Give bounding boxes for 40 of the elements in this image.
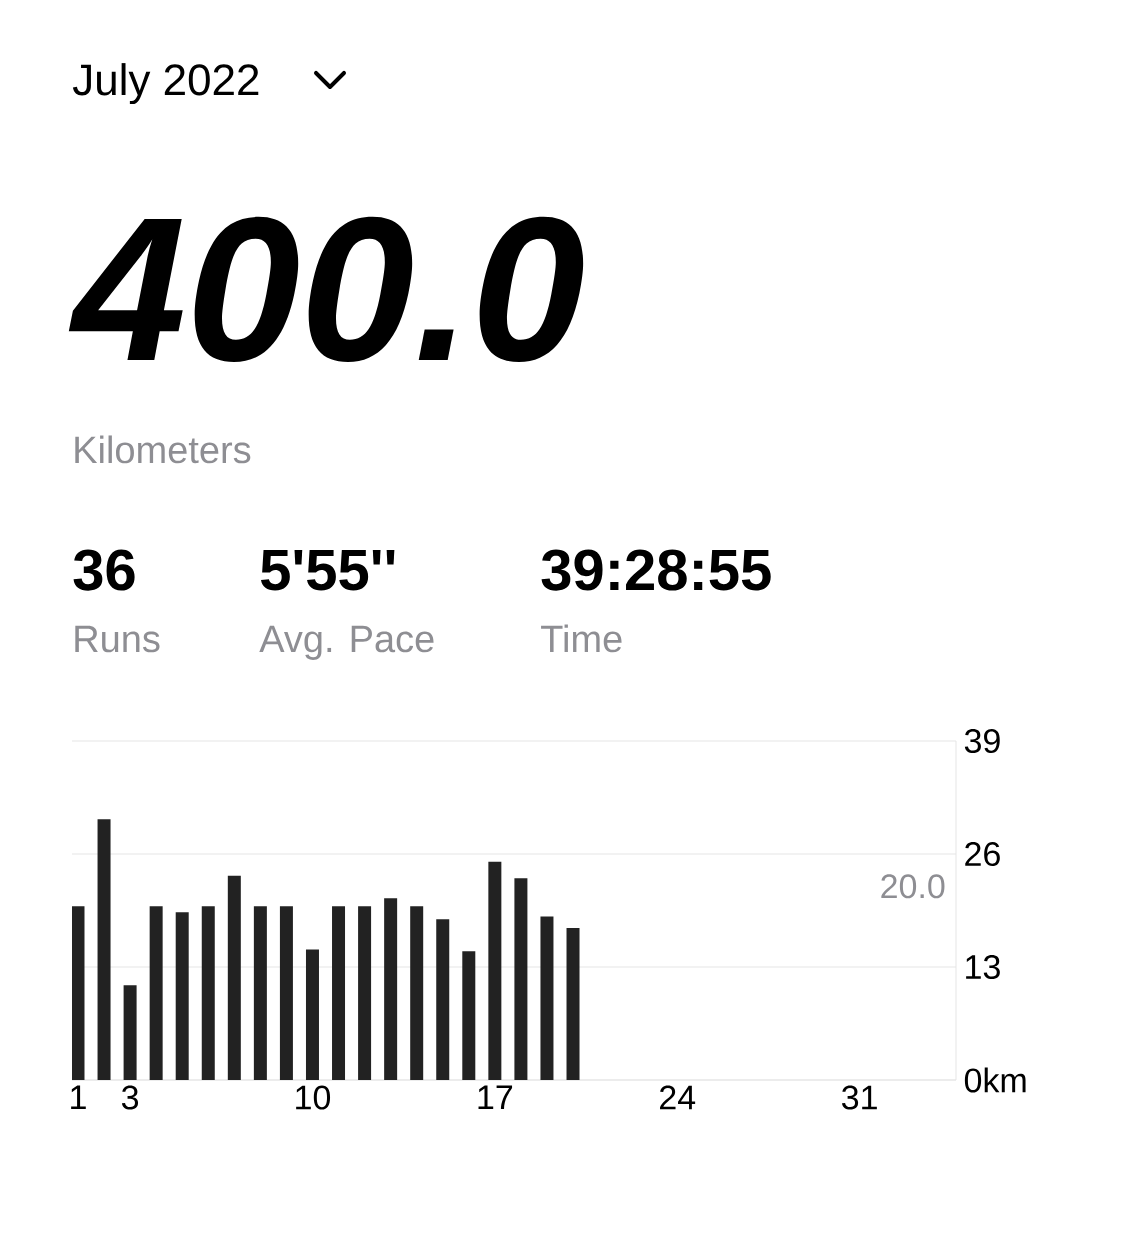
bar <box>566 927 580 1080</box>
x-tick-label: 1 <box>71 1085 86 1109</box>
x-tick-label: 31 <box>842 1085 877 1110</box>
bar <box>97 819 111 1080</box>
y-tick-label: 0km <box>964 1067 1026 1093</box>
bar <box>123 985 137 1080</box>
bar <box>358 906 372 1080</box>
bar <box>384 898 398 1080</box>
bar <box>410 906 424 1080</box>
x-tick-label: 10 <box>296 1085 331 1110</box>
bar <box>149 906 163 1080</box>
x-tick-label: 24 <box>660 1085 696 1110</box>
text: 5'55'' <box>260 550 395 591</box>
x-tick-label: 17 <box>478 1085 513 1109</box>
bar <box>462 951 476 1080</box>
bar <box>305 949 319 1080</box>
y-tick-label: 39 <box>964 728 1000 754</box>
bar <box>540 916 554 1080</box>
text: Avg. Pace <box>259 625 434 660</box>
text: Time <box>541 624 622 653</box>
y-tick-label: 13 <box>966 954 1000 980</box>
bar <box>279 906 293 1080</box>
text: Kilometers <box>75 435 251 464</box>
bar <box>332 906 346 1080</box>
bar <box>488 861 502 1080</box>
text: 36 <box>73 549 135 591</box>
bar <box>201 906 215 1080</box>
y-tick-label: 26 <box>965 841 1000 867</box>
text: 39:28:55 <box>541 549 771 591</box>
bar <box>175 912 189 1080</box>
bar <box>514 878 528 1080</box>
x-tick-label: 3 <box>121 1085 139 1110</box>
bar <box>436 919 450 1080</box>
bar <box>72 906 85 1080</box>
text: Runs <box>75 625 160 653</box>
bar <box>227 875 241 1080</box>
annotation: 20.0 <box>881 874 945 899</box>
bar <box>253 906 267 1080</box>
text: 400.0 <box>68 216 584 362</box>
chart-title: July 2022 <box>72 63 259 105</box>
